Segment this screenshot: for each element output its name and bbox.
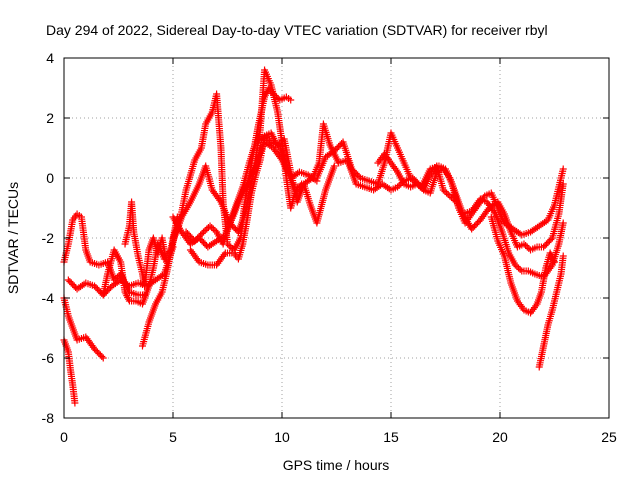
data-point [216, 196, 224, 204]
data-point [520, 240, 528, 248]
data-point [559, 252, 567, 260]
y-tick-label: -2 [42, 230, 55, 246]
data-point [201, 227, 209, 234]
series-track-3 [60, 336, 79, 407]
data-point [449, 195, 457, 203]
y-tick-label: -4 [42, 290, 55, 306]
x-tick-label: 0 [60, 429, 68, 445]
data-point [295, 183, 303, 191]
series-track-17 [535, 252, 567, 371]
data-point [200, 228, 208, 236]
data-point [443, 189, 451, 197]
series-track-6 [121, 198, 170, 290]
data-point [559, 180, 567, 188]
data-point [71, 399, 79, 407]
data-point [394, 183, 402, 191]
data-point [515, 264, 523, 272]
y-tick-label: -6 [42, 350, 55, 366]
x-tick-label: 20 [492, 429, 508, 445]
data-point [209, 225, 217, 233]
x-tick-label: 25 [601, 429, 617, 445]
data-point [516, 266, 524, 273]
data-points [60, 66, 567, 407]
data-point [559, 219, 567, 227]
data-point [413, 180, 421, 188]
data-point [410, 177, 418, 185]
data-point [439, 186, 447, 194]
data-point [264, 135, 272, 143]
y-axis-label: SDTVAR / TECUs [5, 182, 21, 294]
data-point [355, 173, 363, 180]
data-point [408, 176, 416, 183]
series-track-2 [60, 294, 107, 362]
grid-lines [64, 58, 609, 418]
data-point [547, 236, 555, 243]
data-point [203, 225, 211, 233]
chart-title: Day 294 of 2022, Sidereal Day-to-day VTE… [46, 22, 548, 38]
y-tick-label: 0 [46, 170, 54, 186]
series-track-16 [487, 213, 558, 317]
data-point [559, 165, 567, 173]
data-point [287, 96, 295, 104]
data-point [220, 251, 228, 259]
data-point [511, 261, 519, 269]
x-tick-label: 5 [169, 429, 177, 445]
x-tick-label: 10 [274, 429, 290, 445]
y-tick-label: 4 [46, 50, 54, 66]
series-track-11 [182, 132, 338, 248]
data-point [447, 194, 455, 201]
data-point [208, 224, 216, 231]
y-tick-label: -8 [42, 410, 55, 426]
data-point [490, 208, 498, 216]
data-point [415, 182, 423, 189]
data-point [198, 230, 206, 237]
data-point [407, 174, 415, 182]
data-point [227, 243, 235, 251]
x-tick-label: 15 [383, 429, 399, 445]
data-point [99, 354, 107, 362]
y-tick-label: 2 [46, 110, 54, 126]
data-point [513, 263, 521, 270]
data-point [522, 242, 530, 249]
axis-ticks: 0 5 10 15 20 25 -8 -6 -4 -2 0 2 4 [42, 50, 617, 445]
data-point [444, 191, 452, 198]
data-point [225, 242, 233, 249]
data-point [523, 243, 531, 251]
data-point [441, 188, 449, 195]
data-point [551, 258, 558, 266]
data-point [98, 353, 106, 360]
series-track-12 [186, 129, 303, 269]
data-point [446, 192, 454, 200]
data-point [395, 182, 403, 189]
data-point [547, 263, 555, 271]
data-point [206, 222, 214, 230]
data-point [330, 162, 338, 170]
x-axis-label: GPS time / hours [283, 457, 390, 473]
data-point [416, 183, 424, 191]
